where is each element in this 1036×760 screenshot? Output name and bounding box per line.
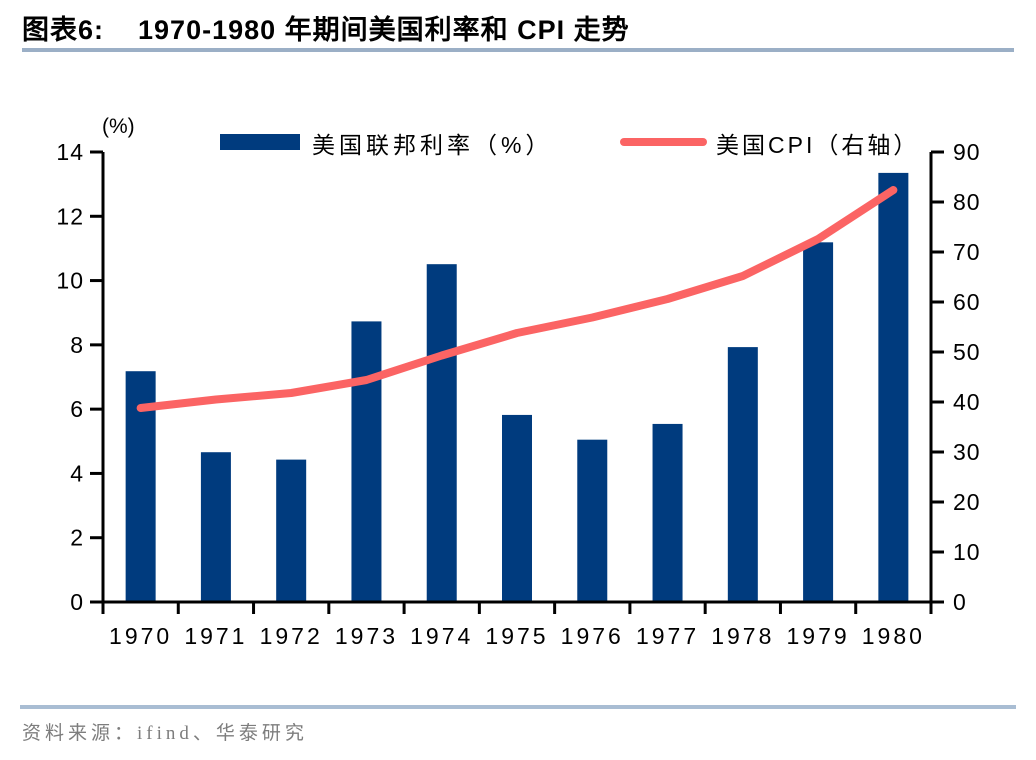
x-tick-label: 1970 — [109, 623, 172, 649]
bar-1971 — [200, 452, 231, 602]
right-axis-ticks: 0 10 20 30 40 50 60 70 80 90 — [931, 139, 981, 615]
bar-1976 — [577, 439, 608, 602]
x-tick-label: 1973 — [335, 623, 398, 649]
bar-1973 — [351, 321, 382, 602]
right-tick-label: 90 — [953, 139, 981, 165]
bar-1975 — [502, 414, 532, 602]
bar-series — [125, 172, 909, 603]
left-tick-label: 2 — [70, 525, 84, 551]
right-tick-label: 50 — [953, 339, 981, 365]
legend-line-label: 美国CPI（右轴） — [716, 132, 919, 158]
right-tick-label: 0 — [953, 589, 967, 615]
left-tick-label: 6 — [70, 396, 84, 422]
x-tick-label: 1979 — [787, 623, 850, 649]
figure-number-label: 图表6: — [22, 15, 105, 45]
bar-1977 — [652, 423, 683, 602]
left-axis-unit-label: (%) — [102, 115, 135, 138]
bar-1972 — [276, 459, 307, 602]
bar-1974 — [426, 264, 457, 602]
x-tick-label: 1972 — [260, 623, 323, 649]
x-tick-label: 1978 — [711, 623, 774, 649]
left-tick-label: 0 — [70, 589, 84, 615]
bar-1979 — [803, 242, 834, 603]
left-tick-label: 4 — [70, 460, 84, 486]
x-tick-label: 1980 — [862, 623, 925, 649]
x-tick-label: 1971 — [184, 623, 247, 649]
left-tick-label: 14 — [56, 139, 84, 165]
left-tick-label: 12 — [56, 203, 84, 229]
left-tick-label: 8 — [70, 332, 84, 358]
axes — [101, 152, 933, 604]
right-tick-label: 60 — [953, 289, 981, 315]
right-tick-label: 70 — [953, 239, 981, 265]
left-tick-label: 10 — [56, 268, 84, 294]
title-divider — [22, 48, 1014, 52]
x-tick-label: 1977 — [636, 623, 699, 649]
figure-title: 图表6: 1970-1980 年期间美国利率和 CPI 走势 — [22, 8, 630, 47]
cpi-line — [136, 186, 898, 412]
right-tick-label: 30 — [953, 439, 981, 465]
x-tick-label: 1974 — [410, 623, 473, 649]
left-axis-ticks: 0 2 4 6 8 10 12 14 — [56, 139, 103, 615]
right-tick-label: 10 — [953, 539, 981, 565]
source-note: 资料来源：ifind、华泰研究 — [22, 723, 308, 744]
x-tick-label: 1975 — [485, 623, 548, 649]
footer-divider — [20, 705, 1016, 709]
figure-title-text: 1970-1980 年期间美国利率和 CPI 走势 — [138, 15, 630, 45]
bar-1980 — [878, 172, 909, 602]
right-tick-label: 20 — [953, 489, 981, 515]
right-tick-label: 80 — [953, 189, 981, 215]
x-tick-label: 1976 — [561, 623, 624, 649]
legend: 美国联邦利率（%） 美国CPI（右轴） — [220, 132, 919, 158]
legend-bar-swatch — [220, 134, 300, 150]
legend-bar-label: 美国联邦利率（%） — [312, 132, 552, 158]
x-axis-ticks: 1970 1971 1972 1973 1974 1975 1976 1977 1978 1979… — [101, 602, 933, 649]
right-tick-label: 40 — [953, 389, 981, 415]
bar-1978 — [727, 347, 758, 602]
